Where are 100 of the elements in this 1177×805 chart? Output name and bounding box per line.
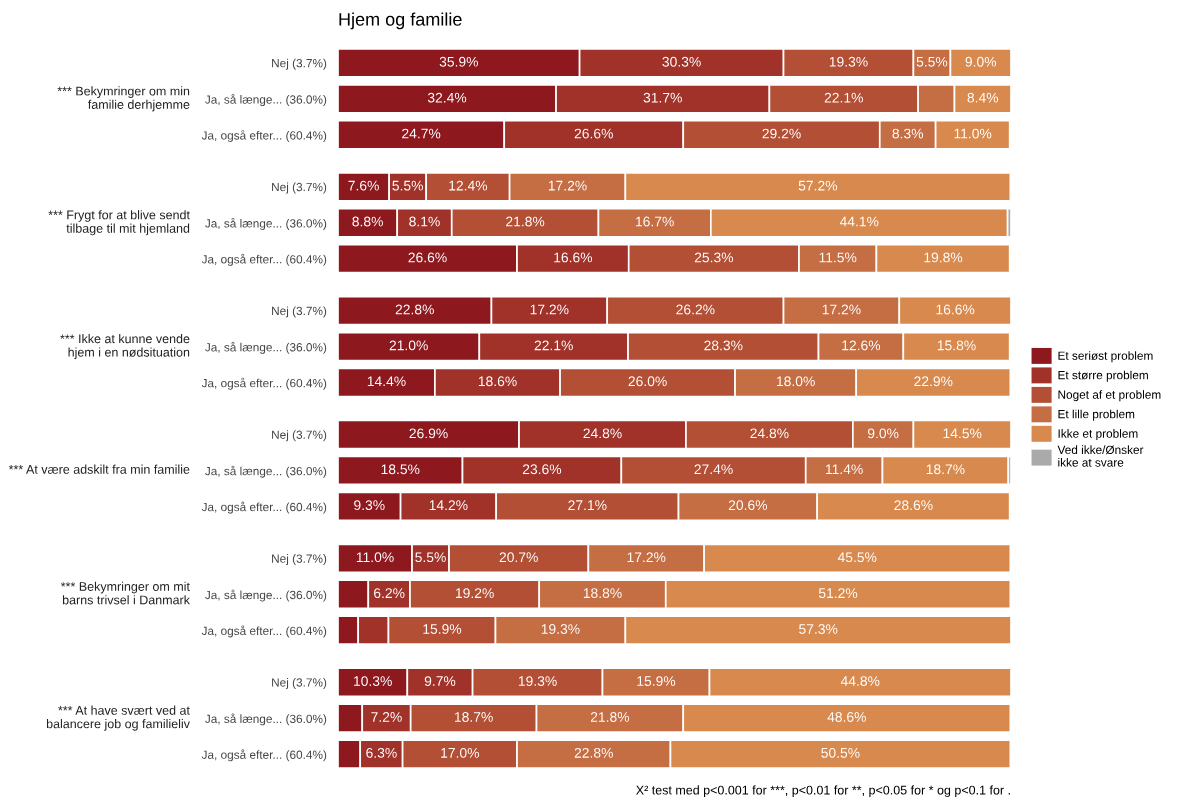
data-label: 14.5% — [943, 428, 982, 439]
y-tick-label: Nej (3.7%) — [272, 430, 327, 442]
data-label: 12.6% — [842, 340, 881, 351]
text: *** Bekymringer om mit barns trivsel i Danmark — [60, 581, 190, 605]
legend-label: Et lille problem — [1058, 409, 1135, 421]
data-label: 17.2% — [530, 304, 569, 315]
y-tick-label: Ja, så længe... (36.0%) — [205, 341, 327, 354]
data-label: 20.7% — [499, 552, 538, 563]
data-label: 19.3% — [518, 676, 557, 686]
y-tick-label: Nej (3.7%) — [272, 306, 327, 318]
y-tick-label: Nej (3.7%) — [272, 554, 327, 566]
legend-label: Ikke et problem — [1058, 429, 1138, 441]
text: *** Bekymringer om min familie derhjemme — [57, 86, 190, 112]
data-label: 18.5% — [381, 464, 420, 475]
data-label: 24.7% — [402, 128, 441, 139]
y-tick-label: Ja, også efter... (60.4%) — [201, 253, 327, 266]
text: *** At have svært ved at balancere job og familieliv — [46, 705, 190, 731]
data-label: 19.3% — [829, 56, 868, 67]
data-label: 16.7% — [636, 216, 674, 227]
data-label: 27.4% — [694, 464, 733, 475]
data-label: 17.2% — [548, 180, 587, 191]
data-label: 51.2% — [818, 588, 858, 599]
data-label: 15.8% — [937, 340, 976, 351]
data-label: 5.5% — [916, 56, 948, 67]
data-label: 9.3% — [354, 500, 385, 511]
data-label: 45.5% — [837, 552, 877, 563]
data-label: 14.4% — [367, 376, 406, 387]
data-label: 9.7% — [424, 676, 456, 686]
data-label: 18.8% — [583, 588, 622, 599]
data-label: 28.6% — [894, 500, 933, 511]
data-label: 11.0% — [356, 552, 394, 563]
data-label: 9.0% — [965, 56, 997, 67]
data-label: 32.4% — [427, 92, 467, 103]
legend-label: Noget af et problem — [1058, 390, 1161, 402]
data-label: 16.6% — [554, 252, 593, 263]
data-label: 23.6% — [522, 464, 562, 475]
data-label: 24.8% — [583, 428, 622, 439]
data-label: 6.2% — [374, 588, 405, 599]
data-label: 15.9% — [423, 624, 462, 634]
data-label: 22.8% — [574, 747, 613, 758]
data-label: 44.8% — [840, 676, 880, 686]
data-label: 9.0% — [867, 428, 899, 439]
data-label: 8.4% — [967, 92, 999, 103]
data-label: 20.6% — [728, 500, 768, 511]
y-tick-label: Ja, også efter... (60.4%) — [201, 377, 327, 390]
data-label: 25.3% — [694, 252, 734, 263]
data-label: 15.9% — [637, 676, 676, 686]
y-tick-label: Ja, så længe... (36.0%) — [205, 94, 327, 107]
data-label: 22.1% — [824, 92, 863, 103]
data-label: 48.6% — [827, 712, 866, 722]
data-label: 22.9% — [914, 376, 953, 387]
data-label: 5.5% — [392, 180, 423, 191]
y-tick-label: Ja, også efter... (60.4%) — [201, 749, 327, 762]
data-label: 16.6% — [936, 304, 975, 315]
data-label: 30.3% — [662, 56, 701, 67]
y-tick-label: Ja, så længe... (36.0%) — [205, 589, 327, 602]
data-label: 57.2% — [798, 180, 838, 191]
data-label: 7.2% — [371, 712, 402, 722]
data-label: 8.3% — [892, 128, 924, 139]
data-label: 21.8% — [506, 216, 545, 227]
text: *** Frygt for at blive sendt tilbage til mit hjemland — [48, 210, 190, 236]
data-label: 18.6% — [478, 376, 517, 387]
data-label: 8.8% — [352, 216, 383, 227]
data-label: 22.1% — [534, 340, 573, 351]
y-tick-label: Ja, så længe... (36.0%) — [205, 217, 327, 230]
legend-label: Ved ikke/Ønsker ikke at svare — [1057, 445, 1144, 467]
data-label: 6.3% — [366, 747, 397, 758]
y-tick-label: Nej (3.7%) — [272, 58, 327, 70]
data-label: 18.7% — [454, 712, 493, 722]
y-tick-label: Ja, også efter... (60.4%) — [201, 501, 327, 514]
data-label: 35.9% — [439, 56, 478, 67]
data-label: 17.2% — [822, 304, 861, 315]
data-label: 24.8% — [750, 428, 789, 439]
data-label: 5.5% — [415, 552, 446, 563]
legend-label: Et større problem — [1058, 370, 1148, 382]
data-label: 19.3% — [541, 624, 580, 634]
y-tick-label: Ja, så længe... (36.0%) — [205, 465, 327, 478]
data-label: 31.7% — [643, 92, 682, 103]
y-tick-label: Ja, så længe... (36.0%) — [205, 713, 327, 726]
legend-label: Et seriøst problem — [1058, 351, 1153, 363]
text: *** At være adskilt fra min familie — [8, 464, 190, 474]
data-label: 17.0% — [441, 747, 480, 758]
data-label: 11.5% — [819, 252, 857, 263]
y-tick-label: Nej (3.7%) — [272, 182, 327, 194]
y-tick-label: Ja, også efter... (60.4%) — [201, 129, 327, 142]
chart-title: Hjem og familie — [339, 12, 462, 30]
data-label: 12.4% — [449, 180, 488, 191]
y-tick-label: Ja, også efter... (60.4%) — [201, 625, 327, 638]
data-label: 26.0% — [628, 376, 667, 387]
text: *** Ikke at kunne vende hjem i en nødsituation — [60, 334, 190, 360]
data-label: 14.2% — [429, 500, 468, 510]
data-label: 29.2% — [762, 128, 801, 139]
y-tick-label: Nej (3.7%) — [272, 677, 327, 689]
data-label: 27.1% — [568, 500, 607, 510]
data-label: 26.9% — [409, 428, 448, 439]
data-label: 57.3% — [799, 624, 838, 634]
data-label: 21.0% — [389, 340, 428, 351]
data-label: 8.1% — [409, 216, 440, 227]
data-label: 10.3% — [354, 676, 392, 686]
data-label: 26.6% — [574, 128, 613, 139]
